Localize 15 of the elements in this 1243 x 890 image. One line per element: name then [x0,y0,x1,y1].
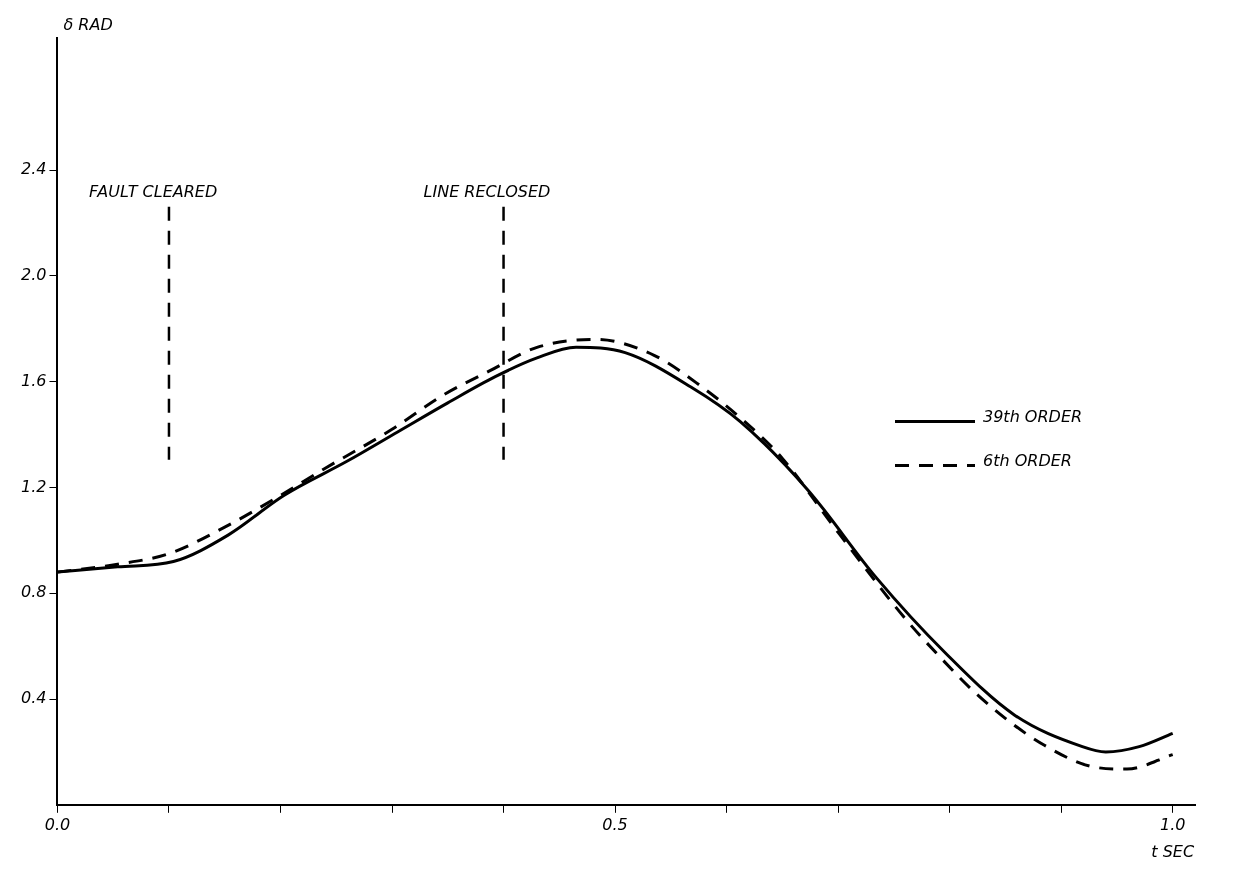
x-tick-label: 0.0 [44,814,71,834]
y-tick-label: 0.8 [20,582,47,602]
legend-label: 39th ORDER [983,406,1083,426]
x-tick-label: 1.0 [1159,814,1186,834]
x-tick-label: 0.5 [602,814,628,834]
x-axis-title: t SEC [1151,841,1195,861]
ref-line-label: LINE RECLOSED [423,181,551,201]
y-tick-label: 2.4 [20,159,47,179]
y-tick-label: 1.6 [20,370,47,390]
ref-line-label: FAULT CLEARED [88,181,218,201]
y-axis-title: δ RAD [63,15,113,35]
y-tick-label: 0.4 [20,688,47,708]
y-tick-label: 2.0 [20,265,47,285]
y-tick-label: 1.2 [20,476,47,496]
legend-label: 6th ORDER [983,450,1072,470]
